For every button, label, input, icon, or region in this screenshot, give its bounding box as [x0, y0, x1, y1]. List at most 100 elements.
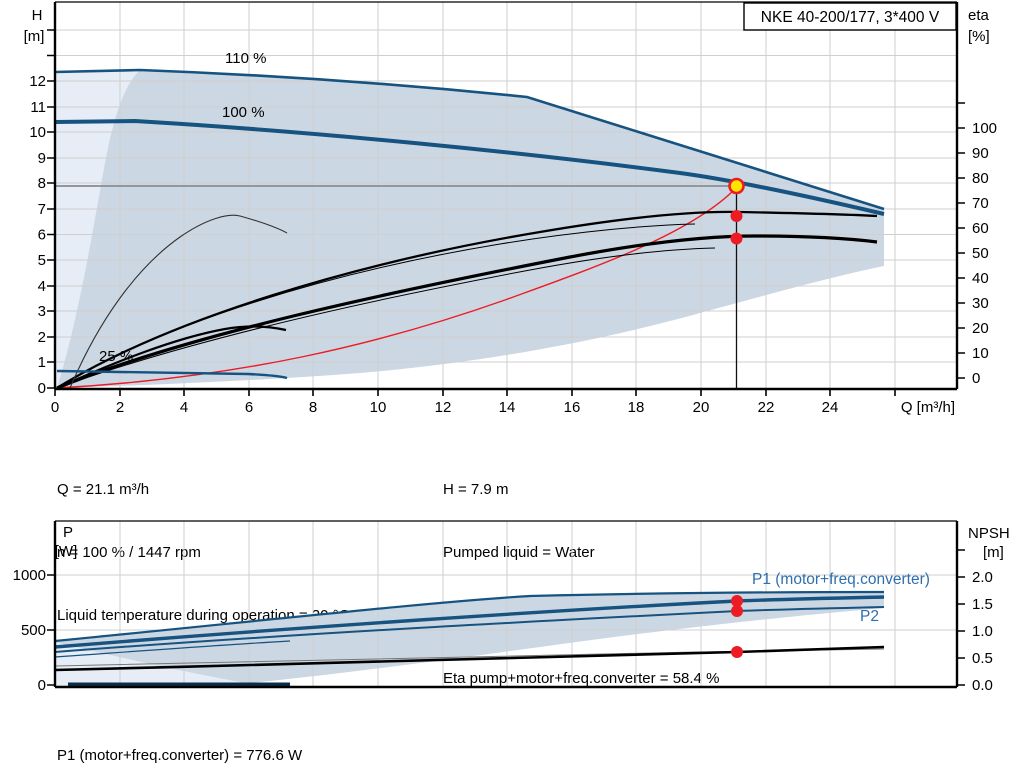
- tick-label: 1: [38, 354, 46, 371]
- speed-curve-100: [54, 118, 885, 216]
- horizontal-gridlines: [55, 574, 957, 631]
- tick-label: 18: [628, 399, 645, 416]
- y-left-axis-title: P: [63, 524, 73, 541]
- power-envelope-light-area: [55, 642, 250, 686]
- tick-label: 2: [116, 399, 124, 416]
- tick-label: 10: [370, 399, 387, 416]
- tick-label: 0: [972, 370, 980, 387]
- info-line: Pumped liquid = Water: [443, 544, 595, 561]
- p-tick-labels: 0 500 1000: [13, 567, 46, 694]
- info-line: H = 7.9 m: [443, 481, 509, 498]
- speed-curve-110: [54, 68, 885, 211]
- label-speed-110: 110 %: [225, 50, 266, 67]
- npsh-curve: [54, 645, 885, 672]
- eta-25-curve: [56, 325, 287, 390]
- tick-label: 10: [29, 124, 46, 141]
- npsh-duty-dot: [731, 646, 743, 658]
- q-tick-labels: 0 2 4 6 8 10 12 14 16 18 20 22 24 Q [m³/…: [51, 399, 955, 416]
- tick-label: 4: [180, 399, 188, 416]
- tick-label: 80: [972, 170, 989, 187]
- tick-label: 1.5: [972, 596, 993, 613]
- info-line: Q = 21.1 m³/h: [57, 481, 150, 498]
- eta-arc-thin: [69, 214, 288, 389]
- tick-label: 11: [30, 99, 46, 116]
- qh-chart: 0 1 2 3 4 5 6 7 8 9 10 11 12 0 10 20 30 …: [24, 1, 997, 416]
- tick-label: 14: [499, 399, 516, 416]
- tick-label: 6: [245, 399, 253, 416]
- tick-label: 0: [38, 677, 46, 694]
- y-left-axis-unit: [W]: [55, 543, 78, 560]
- tick-label: 7: [38, 201, 46, 218]
- h-tick-marks: [47, 29, 55, 389]
- eta-total-curve: [56, 234, 878, 390]
- tick-label: 10: [972, 345, 989, 362]
- p2-curve: [54, 606, 885, 653]
- tick-label: 16: [564, 399, 581, 416]
- y-left-axis-unit: [m]: [24, 28, 45, 45]
- p1-curve: [54, 595, 885, 649]
- tick-label: 0.0: [972, 677, 993, 694]
- tick-label: 22: [758, 399, 775, 416]
- tick-label: 100: [972, 120, 997, 137]
- npsh-tick-labels: 0.0 0.5 1.0 1.5 2.0: [972, 569, 993, 694]
- y-right-axis-title: NPSH: [968, 525, 1010, 542]
- npsh-tick-marks: [957, 549, 965, 686]
- tick-label: 8: [38, 175, 46, 192]
- info-line: P1 (motor+freq.converter) = 776.6 W: [57, 747, 303, 764]
- tick-label: 12: [435, 399, 452, 416]
- info-line: Eta pump+motor+freq.converter = 58.4 %: [443, 670, 720, 687]
- tick-label: 0: [51, 399, 59, 416]
- tick-label: 30: [972, 295, 989, 312]
- tick-label: 1000: [13, 567, 46, 584]
- eta-curve-thin-2: [56, 247, 716, 389]
- tick-label: 0.5: [972, 650, 993, 667]
- horizontal-gridlines: [55, 29, 957, 363]
- q-tick-marks: [54, 389, 896, 396]
- tick-label: 2.0: [972, 569, 993, 586]
- eta-tick-labels: 0 10 20 30 40 50 60 70 80 90 100: [972, 120, 997, 387]
- x-axis-title: Q [m³/h]: [901, 399, 955, 416]
- pump-title-box: [743, 2, 957, 31]
- power-envelope-area: [55, 592, 884, 686]
- y-right-axis-unit: [m]: [983, 544, 1004, 561]
- tick-label: 0: [38, 380, 46, 397]
- y-right-axis-unit: [%]: [968, 28, 990, 45]
- tick-label: 12: [29, 73, 46, 90]
- label-speed-100: 100 %: [222, 104, 265, 121]
- operating-point[interactable]: [728, 177, 745, 195]
- label-p2-curve: P2: [860, 608, 879, 625]
- p2-duty-dot: [731, 605, 743, 617]
- p-low-speed-curve: [54, 640, 291, 658]
- eta-total-duty-dot: [730, 232, 743, 245]
- tick-label: 50: [972, 245, 989, 262]
- p1-110-envelope-curve: [54, 590, 885, 643]
- tick-label: 8: [309, 399, 317, 416]
- vertical-gridlines: [119, 2, 896, 389]
- tick-label: 70: [972, 195, 989, 212]
- tick-label: 5: [38, 252, 46, 269]
- info-line: n = 100 % / 1447 rpm: [57, 544, 201, 561]
- power-info: P1 (motor+freq.converter) = 776.6 W P2 =…: [57, 703, 302, 781]
- tick-label: 60: [972, 220, 989, 237]
- tick-label: 2: [38, 329, 46, 346]
- tick-label: 500: [21, 622, 46, 639]
- tick-label: 20: [693, 399, 710, 416]
- tick-label: 90: [972, 145, 989, 162]
- speed-curve-25: [56, 369, 288, 380]
- p1-duty-dot: [731, 595, 743, 607]
- tick-label: 3: [38, 303, 46, 320]
- tick-label: 24: [822, 399, 839, 416]
- y-left-axis-title: H: [32, 7, 43, 24]
- tick-label: 9: [38, 150, 46, 167]
- eta-tick-marks: [957, 102, 965, 379]
- pump-title: NKE 40-200/177, 3*400 V: [761, 9, 940, 26]
- y-right-axis-title: eta: [968, 7, 990, 24]
- envelope-light-area: [55, 70, 140, 388]
- tick-label: 1.0: [972, 623, 993, 640]
- p-tick-marks: [47, 574, 55, 686]
- power-npsh-chart: 0 500 1000 0.0 0.5 1.0 1.5 2.0 P [W] NPS…: [13, 520, 1010, 694]
- tick-label: 6: [38, 227, 46, 244]
- envelope-area: [57, 70, 884, 388]
- eta-pump-duty-dot: [730, 210, 743, 222]
